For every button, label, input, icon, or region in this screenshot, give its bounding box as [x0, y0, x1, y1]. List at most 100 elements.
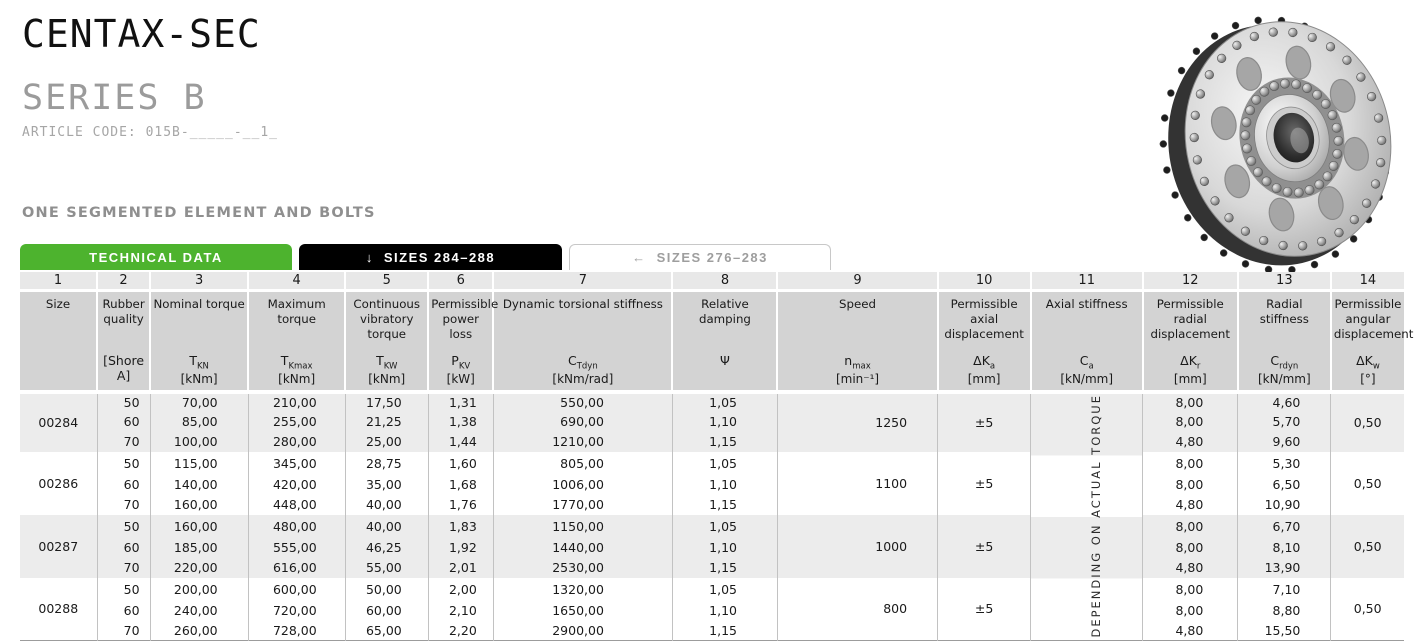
table-row: 70 160,00 448,00 40,00 1,76 1770,00 1,15 4,80 10… [20, 494, 1404, 515]
cell-rubber-quality: 60 [97, 411, 151, 432]
column-number-3: 3 [149, 272, 249, 292]
cell-power-loss: 1,83 [428, 514, 494, 538]
cell-vibratory-torque: 50,00 [345, 577, 429, 601]
disc-hole [1236, 57, 1262, 91]
cell-speed: 1000 [777, 514, 939, 578]
disc-hole [1329, 78, 1356, 113]
cell-radial-stiffness: 13,90 [1237, 557, 1332, 578]
cell-rubber-quality: 60 [97, 474, 151, 495]
cell-axial-stiffness-note: DEPENDING ON ACTUAL TORQUE [1030, 390, 1144, 641]
cell-maximum-torque: 255,00 [248, 411, 346, 432]
cell-power-loss: 1,44 [428, 431, 494, 452]
table-row: 00287 50 160,00 480,00 40,00 1,83 1150,00 1,05 1… [20, 514, 1404, 578]
cell-relative-damping: 1,05 [672, 577, 778, 601]
cell-angular-displacement: 0,50 [1330, 451, 1404, 515]
cell-radial-displacement: 4,80 [1142, 494, 1239, 515]
cell-vibratory-torque: 35,00 [345, 474, 429, 495]
cell-power-loss: 1,60 [428, 451, 494, 475]
cell-rubber-quality: 60 [97, 537, 151, 558]
cell-torsional-stiffness: 550,00 [493, 390, 673, 412]
arrow-down-icon: ↓ [365, 249, 374, 265]
tab-sizes-284-288[interactable]: ↓ SIZES 284–288 [299, 244, 562, 270]
tab-label: SIZES 276–283 [656, 250, 768, 265]
cell-radial-stiffness: 8,80 [1237, 600, 1332, 621]
cell-radial-displacement: 8,00 [1142, 577, 1239, 601]
cell-radial-stiffness: 15,50 [1237, 620, 1332, 641]
column-number-4: 4 [247, 272, 346, 292]
cell-relative-damping: 1,15 [672, 431, 778, 452]
column-header-7: Dynamic torsional stiffness CTdyn [kNm/rad… [492, 290, 673, 394]
cell-radial-displacement: 8,00 [1142, 451, 1239, 475]
cell-vibratory-torque: 55,00 [345, 557, 429, 578]
cell-rubber-quality: 50 [97, 514, 151, 538]
cell-radial-displacement: 4,80 [1142, 431, 1239, 452]
cell-axial-displacement: ±5 [937, 577, 1032, 641]
cell-power-loss: 1,38 [428, 411, 494, 432]
cell-radial-displacement: 8,00 [1142, 474, 1239, 495]
column-number-7: 7 [492, 272, 673, 292]
table-row: 00286 50 115,00 345,00 28,75 1,60 805,00 1,05 11… [20, 451, 1404, 515]
cell-maximum-torque: 600,00 [248, 577, 346, 601]
cell-power-loss: 1,68 [428, 474, 494, 495]
cell-torsional-stiffness: 1210,00 [493, 431, 673, 452]
cell-axial-displacement: ±5 [937, 514, 1032, 578]
cell-maximum-torque: 345,00 [248, 451, 346, 475]
cell-nominal-torque: 185,00 [150, 537, 249, 558]
tab-technical-data[interactable]: TECHNICAL DATA [20, 244, 292, 270]
tab-bar: TECHNICAL DATA ↓ SIZES 284–288 ← SIZES 2… [20, 244, 831, 270]
column-header-8: Relative damping Ψ [671, 290, 778, 394]
column-number-2: 2 [96, 272, 151, 292]
cell-relative-damping: 1,05 [672, 451, 778, 475]
cell-relative-damping: 1,15 [672, 494, 778, 515]
cell-speed: 1250 [777, 390, 939, 452]
cell-torsional-stiffness: 2900,00 [493, 620, 673, 641]
cell-angular-displacement: 0,50 [1330, 514, 1404, 578]
column-header-11: Axial stiffness Ca [kN/mm] [1029, 290, 1143, 394]
cell-vibratory-torque: 25,00 [345, 431, 429, 452]
cell-power-loss: 1,31 [428, 390, 494, 412]
cell-rubber-quality: 50 [97, 451, 151, 475]
section-label: ONE SEGMENTED ELEMENT AND BOLTS [22, 205, 376, 221]
cell-size: 00284 [20, 390, 98, 452]
cell-nominal-torque: 160,00 [150, 494, 249, 515]
cell-nominal-torque: 85,00 [150, 411, 249, 432]
cell-radial-stiffness: 10,90 [1237, 494, 1332, 515]
cell-axial-displacement: ±5 [937, 390, 1032, 452]
cell-relative-damping: 1,15 [672, 620, 778, 641]
disc-hole [1285, 45, 1312, 80]
cell-relative-damping: 1,15 [672, 557, 778, 578]
cell-radial-stiffness: 6,70 [1237, 514, 1332, 538]
column-number-5: 5 [344, 272, 429, 292]
cell-torsional-stiffness: 1150,00 [493, 514, 673, 538]
tab-label: TECHNICAL DATA [89, 249, 223, 265]
tab-sizes-276-283[interactable]: ← SIZES 276–283 [569, 244, 831, 270]
cell-radial-stiffness: 5,70 [1237, 411, 1332, 432]
cell-vibratory-torque: 28,75 [345, 451, 429, 475]
column-number-11: 11 [1029, 272, 1143, 292]
column-header-10: Permissible axial displacement ΔKa [mm] [936, 290, 1031, 394]
table-row: 60 85,00 255,00 21,25 1,38 690,00 1,10 8,00 5,70 [20, 411, 1404, 432]
cell-power-loss: 2,20 [428, 620, 494, 641]
cell-nominal-torque: 115,00 [150, 451, 249, 475]
cell-relative-damping: 1,10 [672, 411, 778, 432]
cell-radial-stiffness: 7,10 [1237, 577, 1332, 601]
cell-maximum-torque: 448,00 [248, 494, 346, 515]
column-number-6: 6 [427, 272, 494, 292]
cell-radial-displacement: 8,00 [1142, 514, 1239, 538]
arrow-left-icon: ← [632, 250, 647, 265]
cell-maximum-torque: 480,00 [248, 514, 346, 538]
cell-rubber-quality: 70 [97, 620, 151, 641]
column-header-4: Maximum torque TKmax [kNm] [247, 290, 346, 394]
cell-radial-displacement: 8,00 [1142, 411, 1239, 432]
column-header-12: Permissible radial displacement ΔKr [mm] [1141, 290, 1238, 394]
disc-hole [1343, 136, 1369, 171]
page-title: CENTAX-SEC [22, 12, 261, 56]
cell-size: 00288 [20, 577, 98, 641]
cell-torsional-stiffness: 805,00 [493, 451, 673, 475]
disc-hole-ring [1210, 45, 1369, 232]
column-header-2: Rubber quality [Shore A] [96, 290, 151, 394]
cell-radial-displacement: 8,00 [1142, 390, 1239, 412]
cell-relative-damping: 1,10 [672, 537, 778, 558]
cell-nominal-torque: 240,00 [150, 600, 249, 621]
cell-radial-displacement: 8,00 [1142, 600, 1239, 621]
